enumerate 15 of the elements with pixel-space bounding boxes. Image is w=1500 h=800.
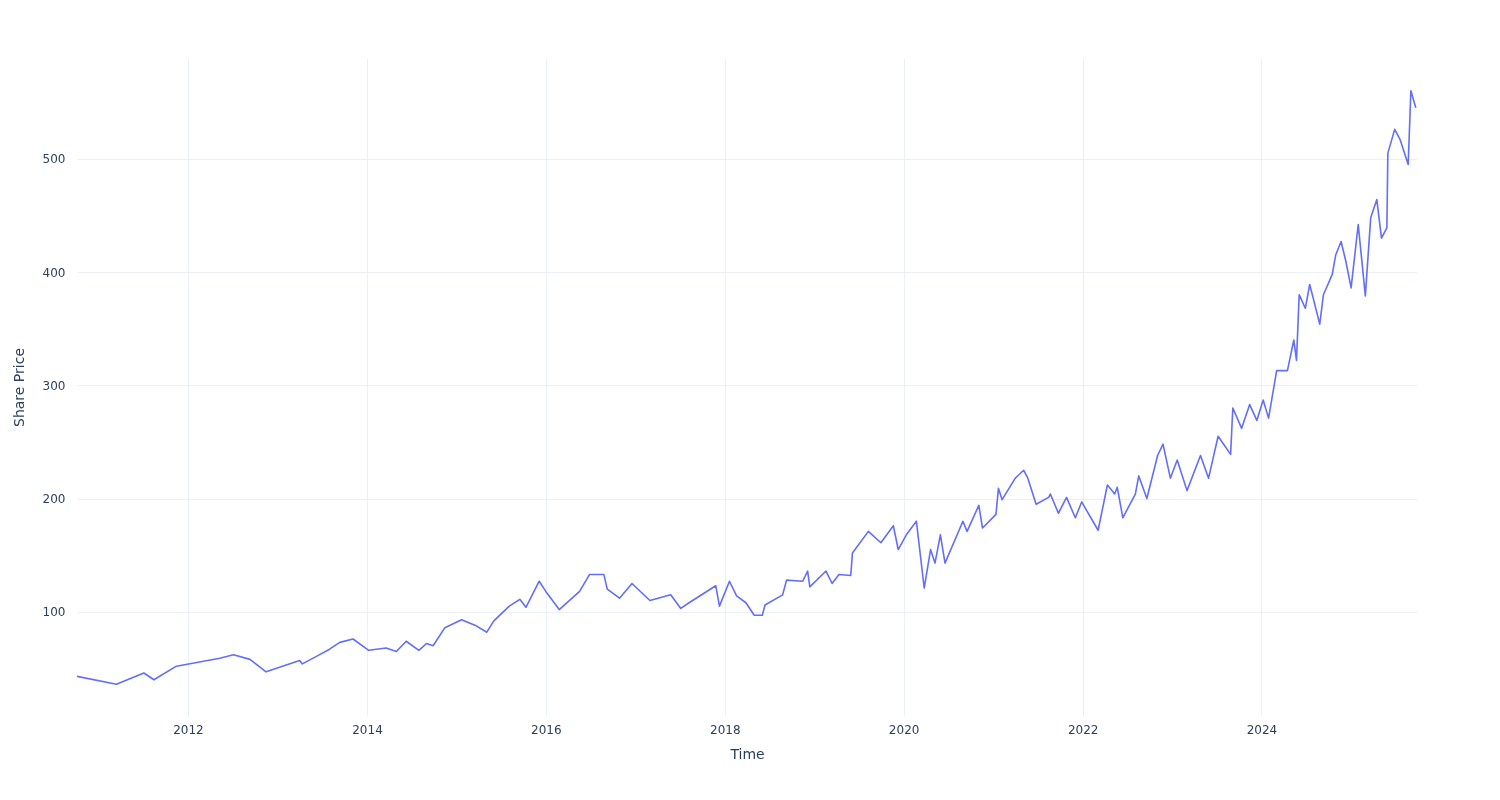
x-tick-label: 2022 [1067, 722, 1099, 737]
x-tick-label: 2018 [710, 722, 741, 737]
y-tick-label: 500 [42, 152, 66, 167]
x-tick-label: 2014 [352, 722, 383, 737]
y-axis-title: Share Price [10, 347, 27, 428]
y-tick-label: 100 [42, 605, 66, 620]
x-tick-label: 2016 [531, 722, 562, 737]
x-tick-label: 2012 [173, 722, 204, 737]
y-tick-label: 200 [42, 492, 66, 507]
x-tick-label: 2024 [1246, 722, 1278, 737]
y-tick-label: 300 [42, 378, 66, 393]
line-series [77, 90, 1417, 686]
x-tick-label: 2020 [888, 722, 920, 737]
x-axis-title: Time [729, 745, 765, 762]
y-tick-label: 400 [42, 265, 66, 280]
